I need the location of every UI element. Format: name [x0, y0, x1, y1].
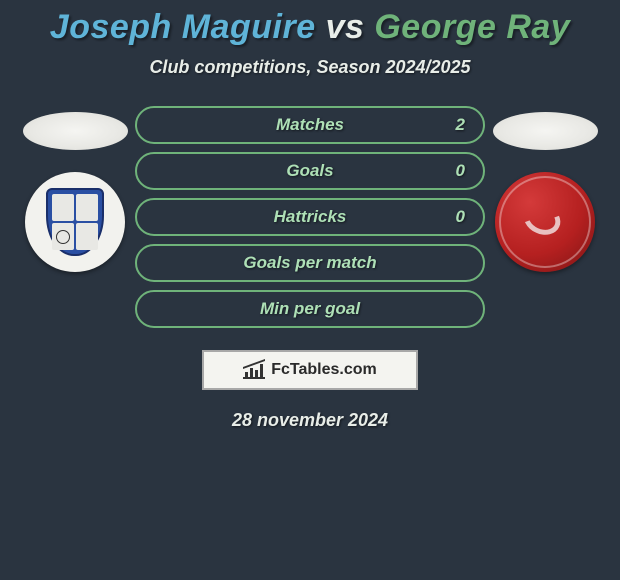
stat-bar-hattricks: Hattricks 0	[135, 198, 485, 236]
brand-box[interactable]: FcTables.com	[202, 350, 418, 390]
stat-label: Goals per match	[243, 253, 376, 273]
stat-bar-matches: Matches 2	[135, 106, 485, 144]
stat-bar-goals: Goals 0	[135, 152, 485, 190]
page-title: Joseph Maguire vs George Ray	[50, 8, 570, 47]
stat-label: Min per goal	[260, 299, 360, 319]
comparison-card: Joseph Maguire vs George Ray Club compet…	[0, 0, 620, 431]
stat-value-right: 0	[456, 161, 465, 181]
shrimp-icon	[523, 202, 567, 242]
brand-label: FcTables.com	[271, 361, 377, 379]
stat-value-right: 2	[456, 115, 465, 135]
ball-icon	[56, 230, 70, 244]
main-row: Matches 2 Goals 0 Hattricks 0 Goals per …	[0, 106, 620, 328]
stat-label: Goals	[286, 161, 333, 181]
stats-column: Matches 2 Goals 0 Hattricks 0 Goals per …	[135, 106, 485, 328]
stat-label: Hattricks	[274, 207, 347, 227]
club-badge-left	[25, 172, 125, 272]
subtitle: Club competitions, Season 2024/2025	[149, 57, 470, 78]
stat-value-right: 0	[456, 207, 465, 227]
brand-chart-icon	[243, 361, 265, 379]
stat-bar-goals-per-match: Goals per match	[135, 244, 485, 282]
player2-name: George Ray	[374, 8, 570, 46]
vs-label: vs	[326, 8, 365, 46]
player1-name: Joseph Maguire	[50, 8, 316, 46]
left-column	[15, 106, 135, 272]
player2-avatar-placeholder	[493, 112, 598, 150]
tranmere-shield-icon	[46, 188, 104, 256]
right-column	[485, 106, 605, 272]
stat-label: Matches	[276, 115, 344, 135]
stat-bar-min-per-goal: Min per goal	[135, 290, 485, 328]
player1-avatar-placeholder	[23, 112, 128, 150]
club-badge-right	[495, 172, 595, 272]
date-label: 28 november 2024	[232, 410, 388, 431]
